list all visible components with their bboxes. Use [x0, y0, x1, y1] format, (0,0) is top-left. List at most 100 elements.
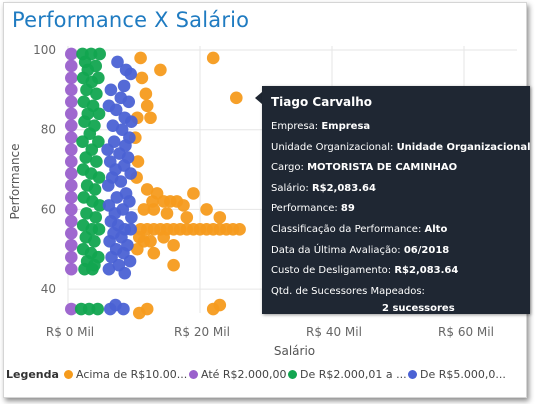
data-point[interactable] — [65, 131, 78, 144]
data-point[interactable] — [115, 123, 129, 136]
legend-item-ate[interactable]: Até R$2.000,00 — [189, 368, 287, 381]
data-point[interactable] — [137, 203, 151, 216]
data-point[interactable] — [157, 230, 170, 244]
data-point[interactable] — [147, 203, 161, 216]
data-point[interactable] — [139, 87, 153, 101]
data-point[interactable] — [134, 51, 147, 65]
data-point[interactable] — [65, 302, 78, 316]
data-point[interactable] — [65, 119, 78, 133]
data-point[interactable] — [65, 155, 78, 168]
data-point[interactable] — [88, 183, 102, 196]
data-point[interactable] — [125, 115, 138, 129]
data-point[interactable] — [65, 59, 78, 73]
tooltip-row-value: 06/2018 — [403, 244, 450, 256]
data-point[interactable] — [65, 191, 78, 204]
data-point[interactable] — [76, 135, 89, 148]
data-point[interactable] — [89, 211, 103, 224]
data-point[interactable] — [65, 227, 78, 240]
x-tick-label: R$ 60 Mil — [438, 325, 494, 339]
legend-label: De R$2.000,01 a ... — [300, 368, 407, 381]
data-point[interactable] — [90, 87, 103, 101]
data-point[interactable] — [65, 179, 78, 192]
data-point[interactable] — [124, 223, 137, 236]
data-point[interactable] — [124, 67, 137, 81]
data-point[interactable] — [117, 302, 130, 316]
data-point[interactable] — [140, 183, 154, 196]
legend-item-de-2000[interactable]: De R$2.000,01 a ... — [288, 368, 407, 381]
data-point[interactable] — [114, 175, 128, 188]
data-point[interactable] — [206, 51, 220, 65]
data-point[interactable] — [131, 242, 144, 256]
data-point[interactable] — [109, 103, 123, 117]
data-point[interactable] — [135, 71, 149, 85]
data-point[interactable] — [65, 203, 78, 216]
data-point[interactable] — [200, 203, 213, 216]
data-point[interactable] — [83, 127, 97, 140]
data-point[interactable] — [88, 234, 101, 248]
data-point[interactable] — [167, 238, 180, 252]
data-point[interactable] — [86, 262, 99, 276]
legend-item-acima[interactable]: Acima de R$10.00... — [64, 368, 187, 381]
data-point[interactable] — [125, 211, 138, 224]
data-point[interactable] — [110, 191, 124, 204]
data-point[interactable] — [177, 199, 190, 212]
data-point[interactable] — [105, 250, 118, 264]
data-point[interactable] — [147, 246, 161, 260]
data-point[interactable] — [65, 238, 78, 252]
data-point[interactable] — [65, 215, 78, 228]
data-point[interactable] — [92, 171, 106, 184]
data-point[interactable] — [132, 306, 146, 320]
data-point[interactable] — [80, 83, 93, 97]
y-tick-label: 80 — [41, 123, 56, 137]
data-point[interactable] — [233, 223, 246, 236]
data-point[interactable] — [180, 211, 194, 224]
data-point[interactable] — [213, 211, 227, 224]
data-point[interactable] — [65, 250, 78, 264]
data-point[interactable] — [167, 258, 180, 272]
tooltip-row: Cargo: MOTORISTA DE CAMINHAO — [271, 162, 457, 173]
data-point[interactable] — [103, 302, 117, 316]
data-point[interactable] — [102, 262, 116, 276]
data-point[interactable] — [213, 298, 227, 312]
data-point[interactable] — [65, 71, 78, 85]
data-point[interactable] — [65, 83, 78, 97]
data-point[interactable] — [154, 63, 167, 77]
legend-item-de-5000[interactable]: De R$5.000,0... — [408, 368, 506, 381]
data-point[interactable] — [91, 302, 104, 316]
data-point[interactable] — [131, 155, 145, 168]
data-point[interactable] — [65, 262, 78, 276]
data-point[interactable] — [123, 254, 137, 268]
data-point[interactable] — [230, 91, 243, 105]
data-point[interactable] — [65, 143, 78, 156]
data-point[interactable] — [90, 155, 103, 168]
data-point[interactable] — [101, 179, 115, 192]
data-point[interactable] — [92, 223, 106, 236]
data-point[interactable] — [79, 151, 93, 164]
data-point[interactable] — [65, 47, 78, 61]
data-point[interactable] — [78, 115, 91, 129]
legend: Legenda Acima de R$10.00... Até R$2.000,… — [6, 368, 518, 384]
data-point[interactable] — [144, 234, 157, 248]
tooltip-row-value: MOTORISTA DE CAMINHAO — [307, 162, 458, 174]
data-point[interactable] — [93, 199, 106, 212]
data-point[interactable] — [101, 143, 114, 156]
data-point[interactable] — [65, 95, 78, 109]
data-point[interactable] — [92, 107, 106, 121]
data-point[interactable] — [144, 111, 157, 125]
data-point[interactable] — [124, 167, 137, 180]
data-point[interactable] — [93, 47, 106, 61]
data-point[interactable] — [117, 79, 131, 93]
data-point[interactable] — [187, 187, 200, 200]
data-point[interactable] — [111, 55, 124, 69]
tooltip-row-label: Data da Última Avaliação: — [271, 244, 404, 256]
data-point[interactable] — [160, 207, 174, 220]
tooltip-title: Tiago Carvalho — [271, 95, 373, 109]
data-point[interactable] — [65, 167, 78, 180]
data-point[interactable] — [65, 107, 78, 121]
legend-dot — [189, 370, 198, 379]
data-point[interactable] — [140, 99, 154, 113]
data-point[interactable] — [122, 95, 136, 109]
data-point[interactable] — [104, 83, 118, 97]
data-point[interactable] — [118, 266, 132, 280]
